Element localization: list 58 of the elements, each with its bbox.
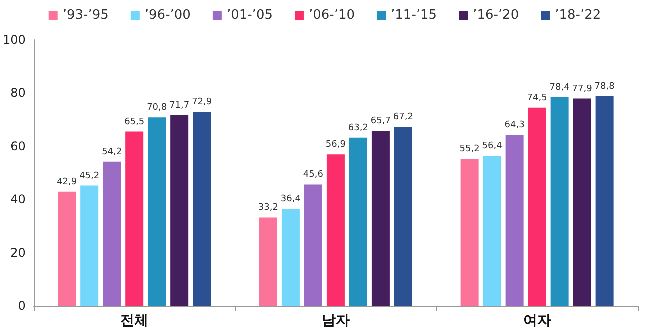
data-label: 56,4 — [482, 141, 503, 152]
legend-label: ’01-’05 — [226, 8, 273, 23]
data-label: 65,5 — [124, 117, 145, 128]
bar — [148, 118, 166, 306]
data-label: 45,6 — [303, 170, 324, 180]
x-tick-label: 전체 — [120, 313, 149, 329]
data-label: 56,9 — [326, 140, 346, 150]
legend-label: ’96-’00 — [144, 8, 191, 23]
x-tick-label: 남자 — [322, 313, 350, 329]
legend-label: ’93-’95 — [62, 8, 109, 23]
data-label: 65,7 — [370, 116, 391, 127]
y-tick-label: 100 — [3, 33, 26, 47]
data-label: 55,2 — [460, 144, 480, 155]
bar — [304, 184, 322, 306]
bar — [282, 209, 300, 306]
bar — [170, 115, 189, 306]
legend-label: ’18-’22 — [555, 8, 602, 23]
bar — [80, 186, 99, 306]
data-label: 64,3 — [504, 120, 525, 130]
bar — [349, 138, 368, 306]
data-label: 63,2 — [348, 123, 368, 134]
y-tick-label: 80 — [10, 86, 26, 100]
bar — [528, 108, 546, 306]
legend-label: ’06-’10 — [308, 8, 356, 23]
y-tick-label: 20 — [10, 246, 26, 260]
data-label: 74,5 — [527, 93, 548, 104]
bar — [103, 162, 122, 306]
data-label: 45,2 — [80, 171, 100, 182]
data-label: 36,4 — [280, 194, 302, 205]
data-label: 77,9 — [572, 84, 593, 94]
y-tick-label: 40 — [10, 192, 26, 207]
legend-label: ’11-’15 — [391, 8, 438, 23]
bar — [460, 159, 479, 306]
bar — [394, 127, 412, 306]
bar — [326, 154, 345, 306]
data-label: 67,2 — [393, 112, 414, 123]
data-label: 78,4 — [550, 82, 570, 93]
bar — [506, 134, 524, 306]
data-label: 54,2 — [102, 147, 122, 158]
data-label: 71,7 — [170, 100, 190, 111]
y-tick-label: 0 — [18, 299, 26, 313]
bar — [193, 112, 212, 306]
bar — [596, 96, 614, 306]
data-label: 70,8 — [147, 103, 168, 114]
bar — [259, 218, 278, 306]
data-label: 72,9 — [192, 98, 212, 108]
x-tick-label: 여자 — [523, 313, 552, 329]
data-label: 42,9 — [57, 177, 78, 188]
bar — [372, 131, 390, 306]
bar — [550, 97, 569, 306]
data-label: 33,2 — [258, 203, 278, 214]
bar — [483, 156, 502, 306]
data-label: 78,8 — [594, 82, 616, 92]
legend-label: ’16-’20 — [473, 8, 520, 23]
bar — [58, 192, 76, 306]
bar — [573, 98, 592, 306]
bar — [126, 132, 144, 306]
y-tick-label: 60 — [10, 139, 26, 154]
